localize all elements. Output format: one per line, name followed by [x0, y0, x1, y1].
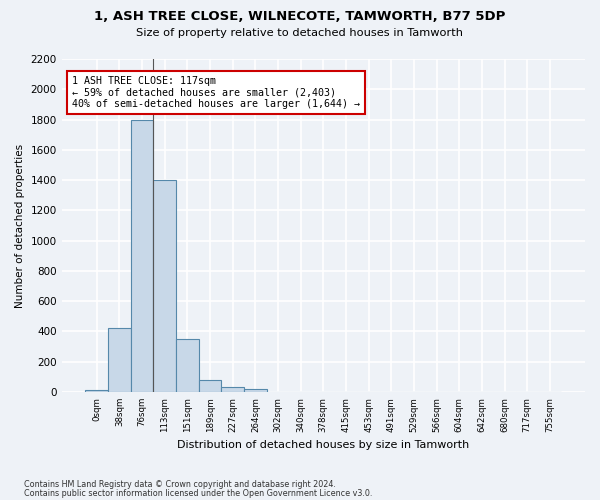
Text: 1 ASH TREE CLOSE: 117sqm
← 59% of detached houses are smaller (2,403)
40% of sem: 1 ASH TREE CLOSE: 117sqm ← 59% of detach…: [72, 76, 360, 109]
Bar: [131, 120, 154, 392]
Bar: [244, 389, 266, 392]
Bar: [154, 180, 176, 392]
Y-axis label: Number of detached properties: Number of detached properties: [15, 144, 25, 308]
Text: Contains HM Land Registry data © Crown copyright and database right 2024.: Contains HM Land Registry data © Crown c…: [24, 480, 336, 489]
Text: 1, ASH TREE CLOSE, WILNECOTE, TAMWORTH, B77 5DP: 1, ASH TREE CLOSE, WILNECOTE, TAMWORTH, …: [94, 10, 506, 23]
Bar: [85, 390, 108, 392]
X-axis label: Distribution of detached houses by size in Tamworth: Distribution of detached houses by size …: [177, 440, 469, 450]
Text: Size of property relative to detached houses in Tamworth: Size of property relative to detached ho…: [137, 28, 464, 38]
Bar: [108, 328, 131, 392]
Bar: [199, 380, 221, 392]
Bar: [176, 339, 199, 392]
Bar: [221, 388, 244, 392]
Text: Contains public sector information licensed under the Open Government Licence v3: Contains public sector information licen…: [24, 489, 373, 498]
